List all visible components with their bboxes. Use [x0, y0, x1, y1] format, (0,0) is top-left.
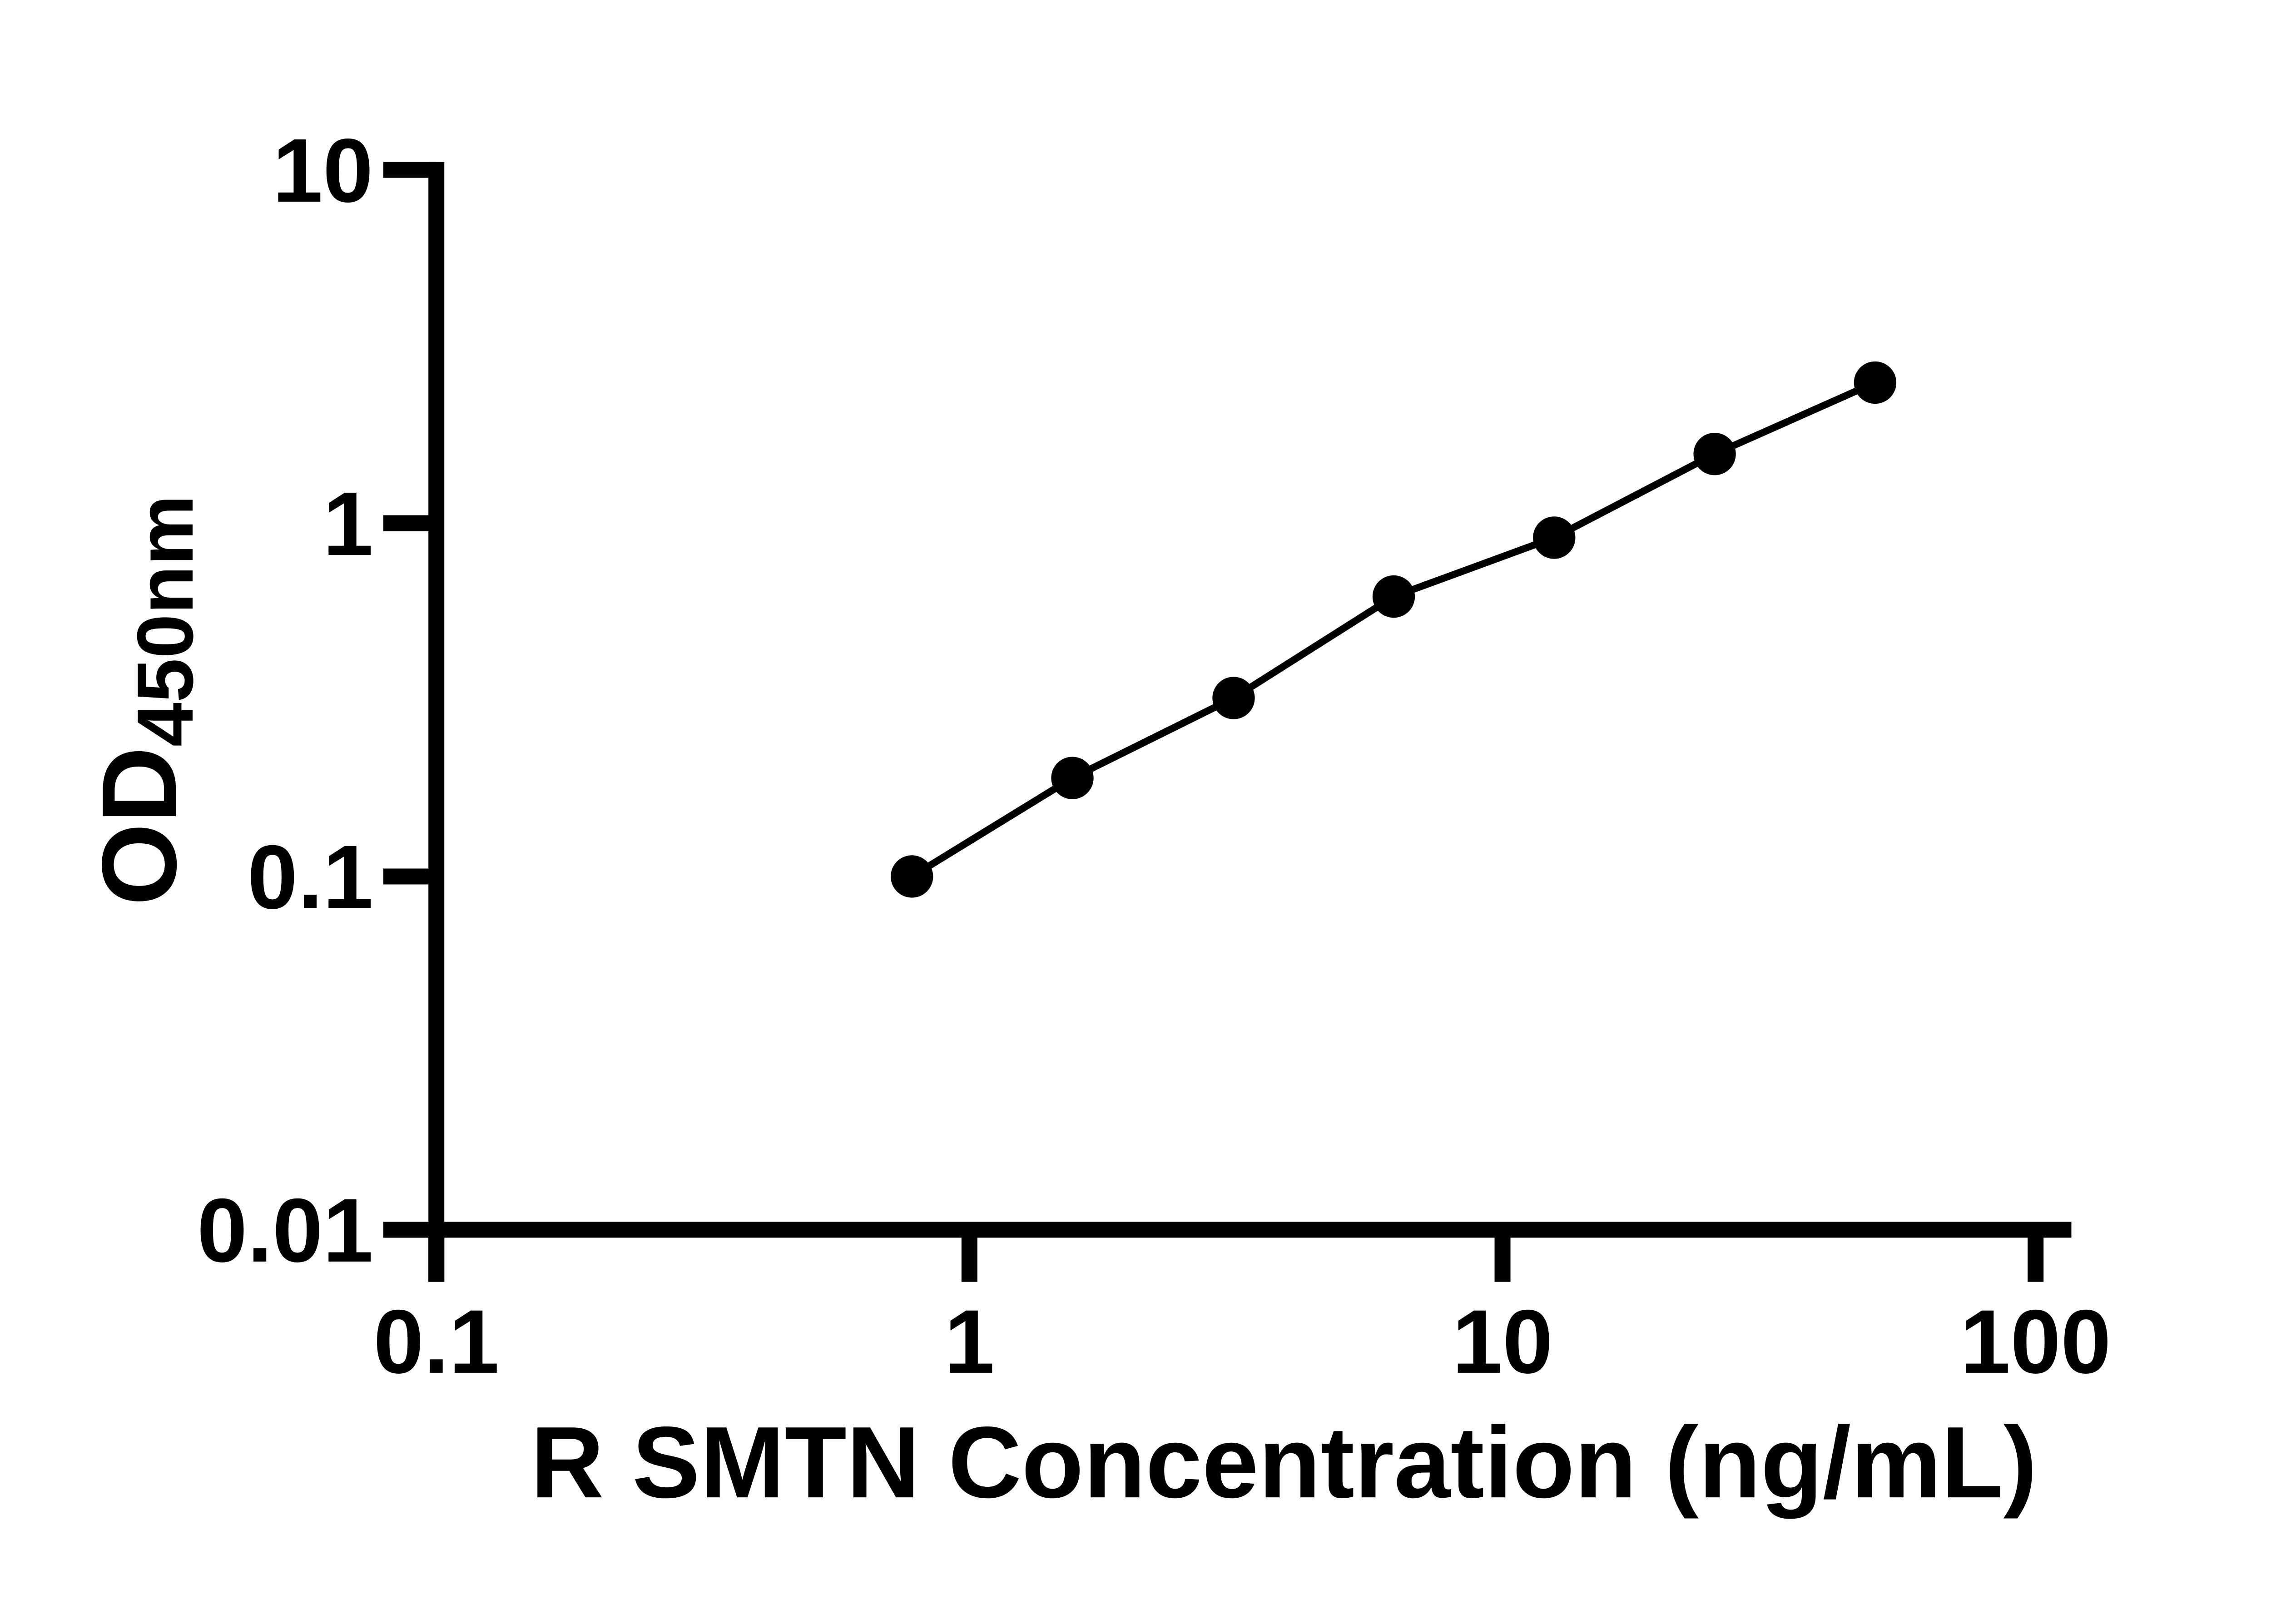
axes — [383, 162, 2072, 1282]
y-tick-label: 0.1 — [248, 827, 373, 928]
y-axis-title-sub: 450nm — [121, 495, 210, 747]
data-point — [891, 855, 933, 898]
y-tick-label: 10 — [273, 120, 373, 221]
data-point — [1372, 575, 1415, 618]
x-tick-label: 10 — [1452, 1292, 1553, 1392]
data-point — [1212, 677, 1255, 719]
data-point — [1693, 432, 1736, 475]
y-tick-label: 0.01 — [197, 1180, 373, 1281]
y-tick-labels: 10 1 0.1 0.01 — [197, 120, 373, 1281]
x-tick-label: 0.1 — [373, 1292, 499, 1392]
y-axis-title-main: OD — [80, 747, 198, 906]
data-point — [1533, 516, 1576, 559]
data-point — [1051, 757, 1094, 799]
y-axis-title: OD450nm — [80, 495, 210, 906]
x-tick-label: 100 — [1960, 1292, 2111, 1392]
x-tick-label: 1 — [944, 1292, 995, 1392]
y-ticks — [383, 162, 436, 1238]
y-tick-label: 1 — [323, 474, 373, 574]
x-tick-labels: 0.1 1 10 100 — [373, 1292, 2111, 1392]
series-points — [891, 361, 1897, 898]
figure-background — [0, 22, 2271, 1602]
x-axis-title: R SMTN Concentration (ng/mL) — [531, 1406, 2037, 1519]
x-ticks — [428, 1229, 2044, 1282]
data-point — [1854, 361, 1897, 404]
